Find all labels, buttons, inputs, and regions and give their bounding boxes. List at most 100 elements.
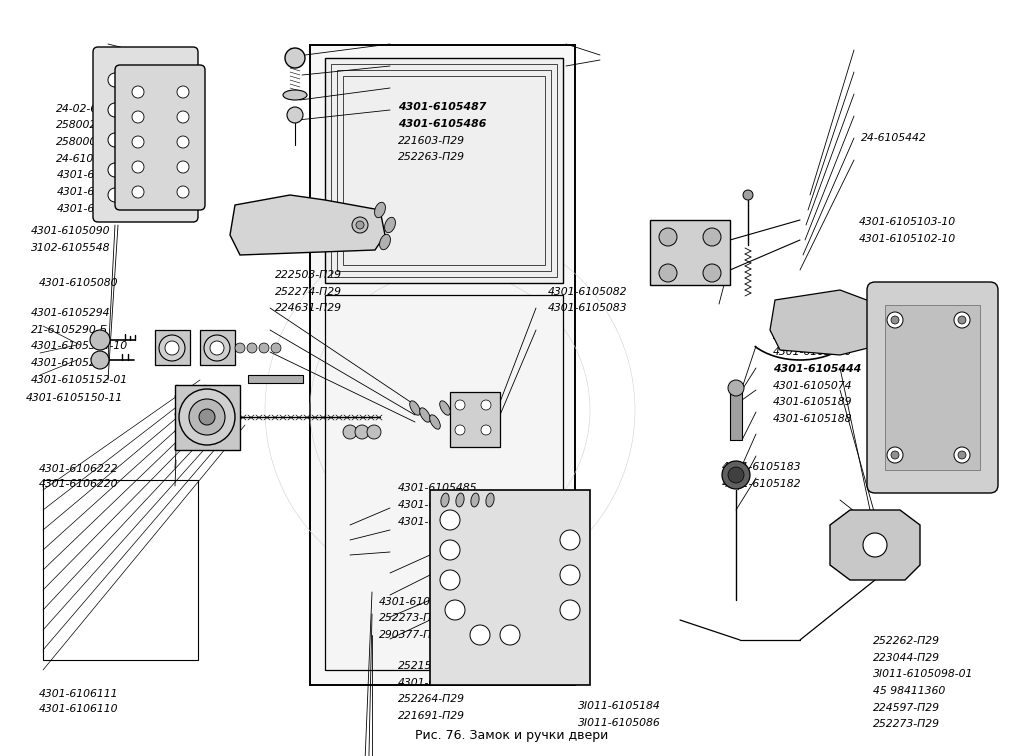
Text: 4301-6105188: 4301-6105188 <box>773 414 853 424</box>
Text: 4301-6105487: 4301-6105487 <box>398 102 486 113</box>
Circle shape <box>199 409 215 425</box>
Circle shape <box>285 48 305 68</box>
Text: 24-6105101: 24-6105101 <box>773 314 838 324</box>
Circle shape <box>703 264 721 282</box>
Circle shape <box>159 335 184 361</box>
Text: 4301-6105150-11: 4301-6105150-11 <box>26 393 123 404</box>
Circle shape <box>887 447 903 463</box>
Circle shape <box>204 335 230 361</box>
Bar <box>430 490 590 685</box>
Text: 4301-6105486: 4301-6105486 <box>398 119 486 129</box>
Text: 4301-6105122: 4301-6105122 <box>56 170 136 181</box>
Text: 4301-6105189: 4301-6105189 <box>773 397 853 407</box>
Circle shape <box>247 343 257 353</box>
Text: 4301-6105090: 4301-6105090 <box>31 226 111 237</box>
Circle shape <box>287 107 303 123</box>
Circle shape <box>722 461 750 489</box>
Bar <box>325 295 563 670</box>
Text: 4301-6105420: 4301-6105420 <box>56 187 136 197</box>
Circle shape <box>90 330 110 350</box>
Circle shape <box>743 190 753 200</box>
Text: 4301-6105432: 4301-6105432 <box>56 203 136 214</box>
Text: 4301-6105082: 4301-6105082 <box>547 287 627 297</box>
Bar <box>200 330 235 365</box>
Text: 252264-П29: 252264-П29 <box>398 694 464 705</box>
Ellipse shape <box>384 217 396 233</box>
Text: 4301-6105152-01: 4301-6105152-01 <box>31 374 128 385</box>
Circle shape <box>703 228 721 246</box>
Ellipse shape <box>410 401 420 415</box>
Circle shape <box>177 161 189 173</box>
Text: 4301-6105102-10: 4301-6105102-10 <box>859 234 956 244</box>
Circle shape <box>168 163 182 177</box>
Polygon shape <box>830 510 920 580</box>
Ellipse shape <box>374 203 385 218</box>
Text: 4301-6105485: 4301-6105485 <box>398 483 478 494</box>
Circle shape <box>355 425 369 439</box>
Text: 24-02-6305134: 24-02-6305134 <box>56 104 139 114</box>
Text: 3I011-6105086: 3I011-6105086 <box>578 717 661 728</box>
Text: 258002-П29: 258002-П29 <box>56 120 123 131</box>
Circle shape <box>891 451 899 459</box>
Polygon shape <box>230 195 385 255</box>
Bar <box>885 305 980 470</box>
Circle shape <box>440 510 460 530</box>
Text: 4301-6106110: 4301-6106110 <box>39 704 119 714</box>
Circle shape <box>481 400 491 410</box>
Text: 4301-6105286: 4301-6105286 <box>31 358 111 368</box>
Text: 4301-6105083: 4301-6105083 <box>547 303 627 314</box>
Circle shape <box>108 73 122 87</box>
Ellipse shape <box>486 493 494 507</box>
Bar <box>155 330 190 365</box>
Ellipse shape <box>419 407 430 422</box>
Circle shape <box>440 570 460 590</box>
Text: 4301-6105182: 4301-6105182 <box>722 479 802 489</box>
Circle shape <box>728 380 744 396</box>
Text: 252263-П29: 252263-П29 <box>398 152 464 163</box>
Circle shape <box>271 343 281 353</box>
Text: 252273-П29: 252273-П29 <box>379 613 446 624</box>
Circle shape <box>863 533 887 557</box>
Circle shape <box>132 186 144 198</box>
Circle shape <box>132 136 144 148</box>
Circle shape <box>168 103 182 117</box>
Bar <box>331 64 557 277</box>
Text: 252273-П29: 252273-П29 <box>873 719 940 730</box>
Text: 252274-П29: 252274-П29 <box>275 287 341 297</box>
Ellipse shape <box>283 90 308 100</box>
Circle shape <box>958 316 966 324</box>
Ellipse shape <box>470 493 479 507</box>
Circle shape <box>352 217 368 233</box>
Bar <box>337 70 551 271</box>
Text: 4301-6105070: 4301-6105070 <box>773 347 853 358</box>
Circle shape <box>108 103 122 117</box>
Text: 4301-6105183: 4301-6105183 <box>722 462 802 472</box>
Bar <box>450 392 500 447</box>
Circle shape <box>168 188 182 202</box>
Circle shape <box>189 399 226 435</box>
Text: 221603-П29: 221603-П29 <box>398 135 464 146</box>
FancyBboxPatch shape <box>93 47 198 222</box>
Circle shape <box>177 186 189 198</box>
Bar <box>650 220 730 285</box>
Circle shape <box>177 111 189 123</box>
Circle shape <box>560 565 580 585</box>
Bar <box>248 375 303 383</box>
Bar <box>730 390 742 440</box>
Bar <box>310 45 575 685</box>
Bar <box>343 76 545 265</box>
Circle shape <box>210 341 224 355</box>
Polygon shape <box>770 290 890 355</box>
Text: 4301-6106222: 4301-6106222 <box>39 463 119 474</box>
Text: 224597-П29: 224597-П29 <box>873 702 940 713</box>
Text: 24-6105442: 24-6105442 <box>861 132 927 143</box>
FancyBboxPatch shape <box>115 65 205 210</box>
Text: 4301-6105103-10: 4301-6105103-10 <box>859 217 956 228</box>
Circle shape <box>168 73 182 87</box>
Circle shape <box>455 425 465 435</box>
Text: 222503-П29: 222503-П29 <box>275 270 341 280</box>
Text: Д: Д <box>401 346 499 454</box>
Text: 4301-6106220: 4301-6106220 <box>39 479 119 489</box>
Text: 252156-П2: 252156-П2 <box>398 661 458 671</box>
Circle shape <box>500 625 520 645</box>
